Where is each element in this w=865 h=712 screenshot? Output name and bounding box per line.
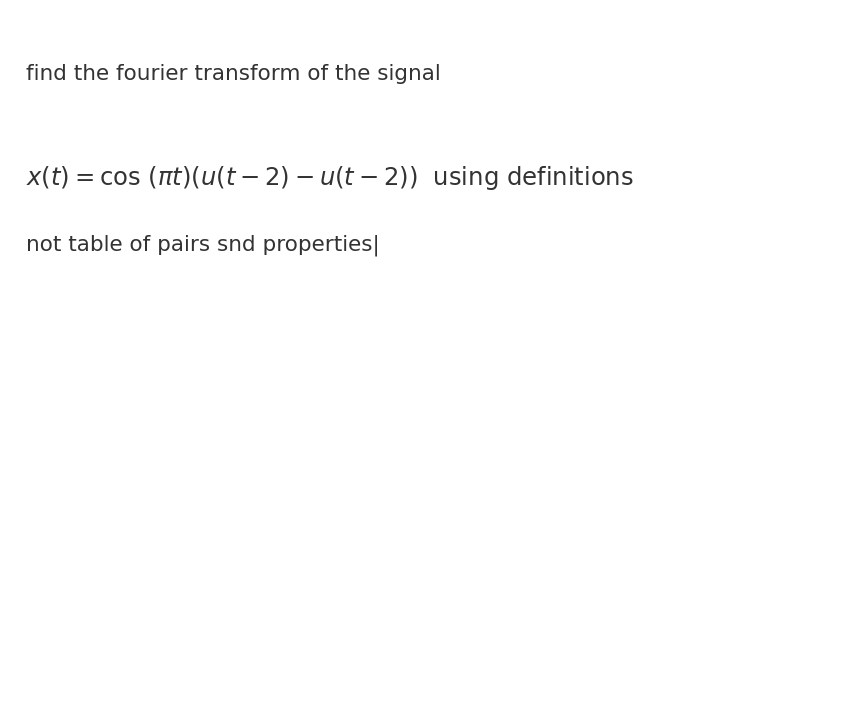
Text: not table of pairs snd properties|: not table of pairs snd properties| <box>26 235 380 256</box>
Text: find the fourier transform of the signal: find the fourier transform of the signal <box>26 64 440 84</box>
Text: $x(t) = \cos\,(\pi t)(u(t-2) - u(t-2))$  using definitions: $x(t) = \cos\,(\pi t)(u(t-2) - u(t-2))$ … <box>26 164 634 192</box>
